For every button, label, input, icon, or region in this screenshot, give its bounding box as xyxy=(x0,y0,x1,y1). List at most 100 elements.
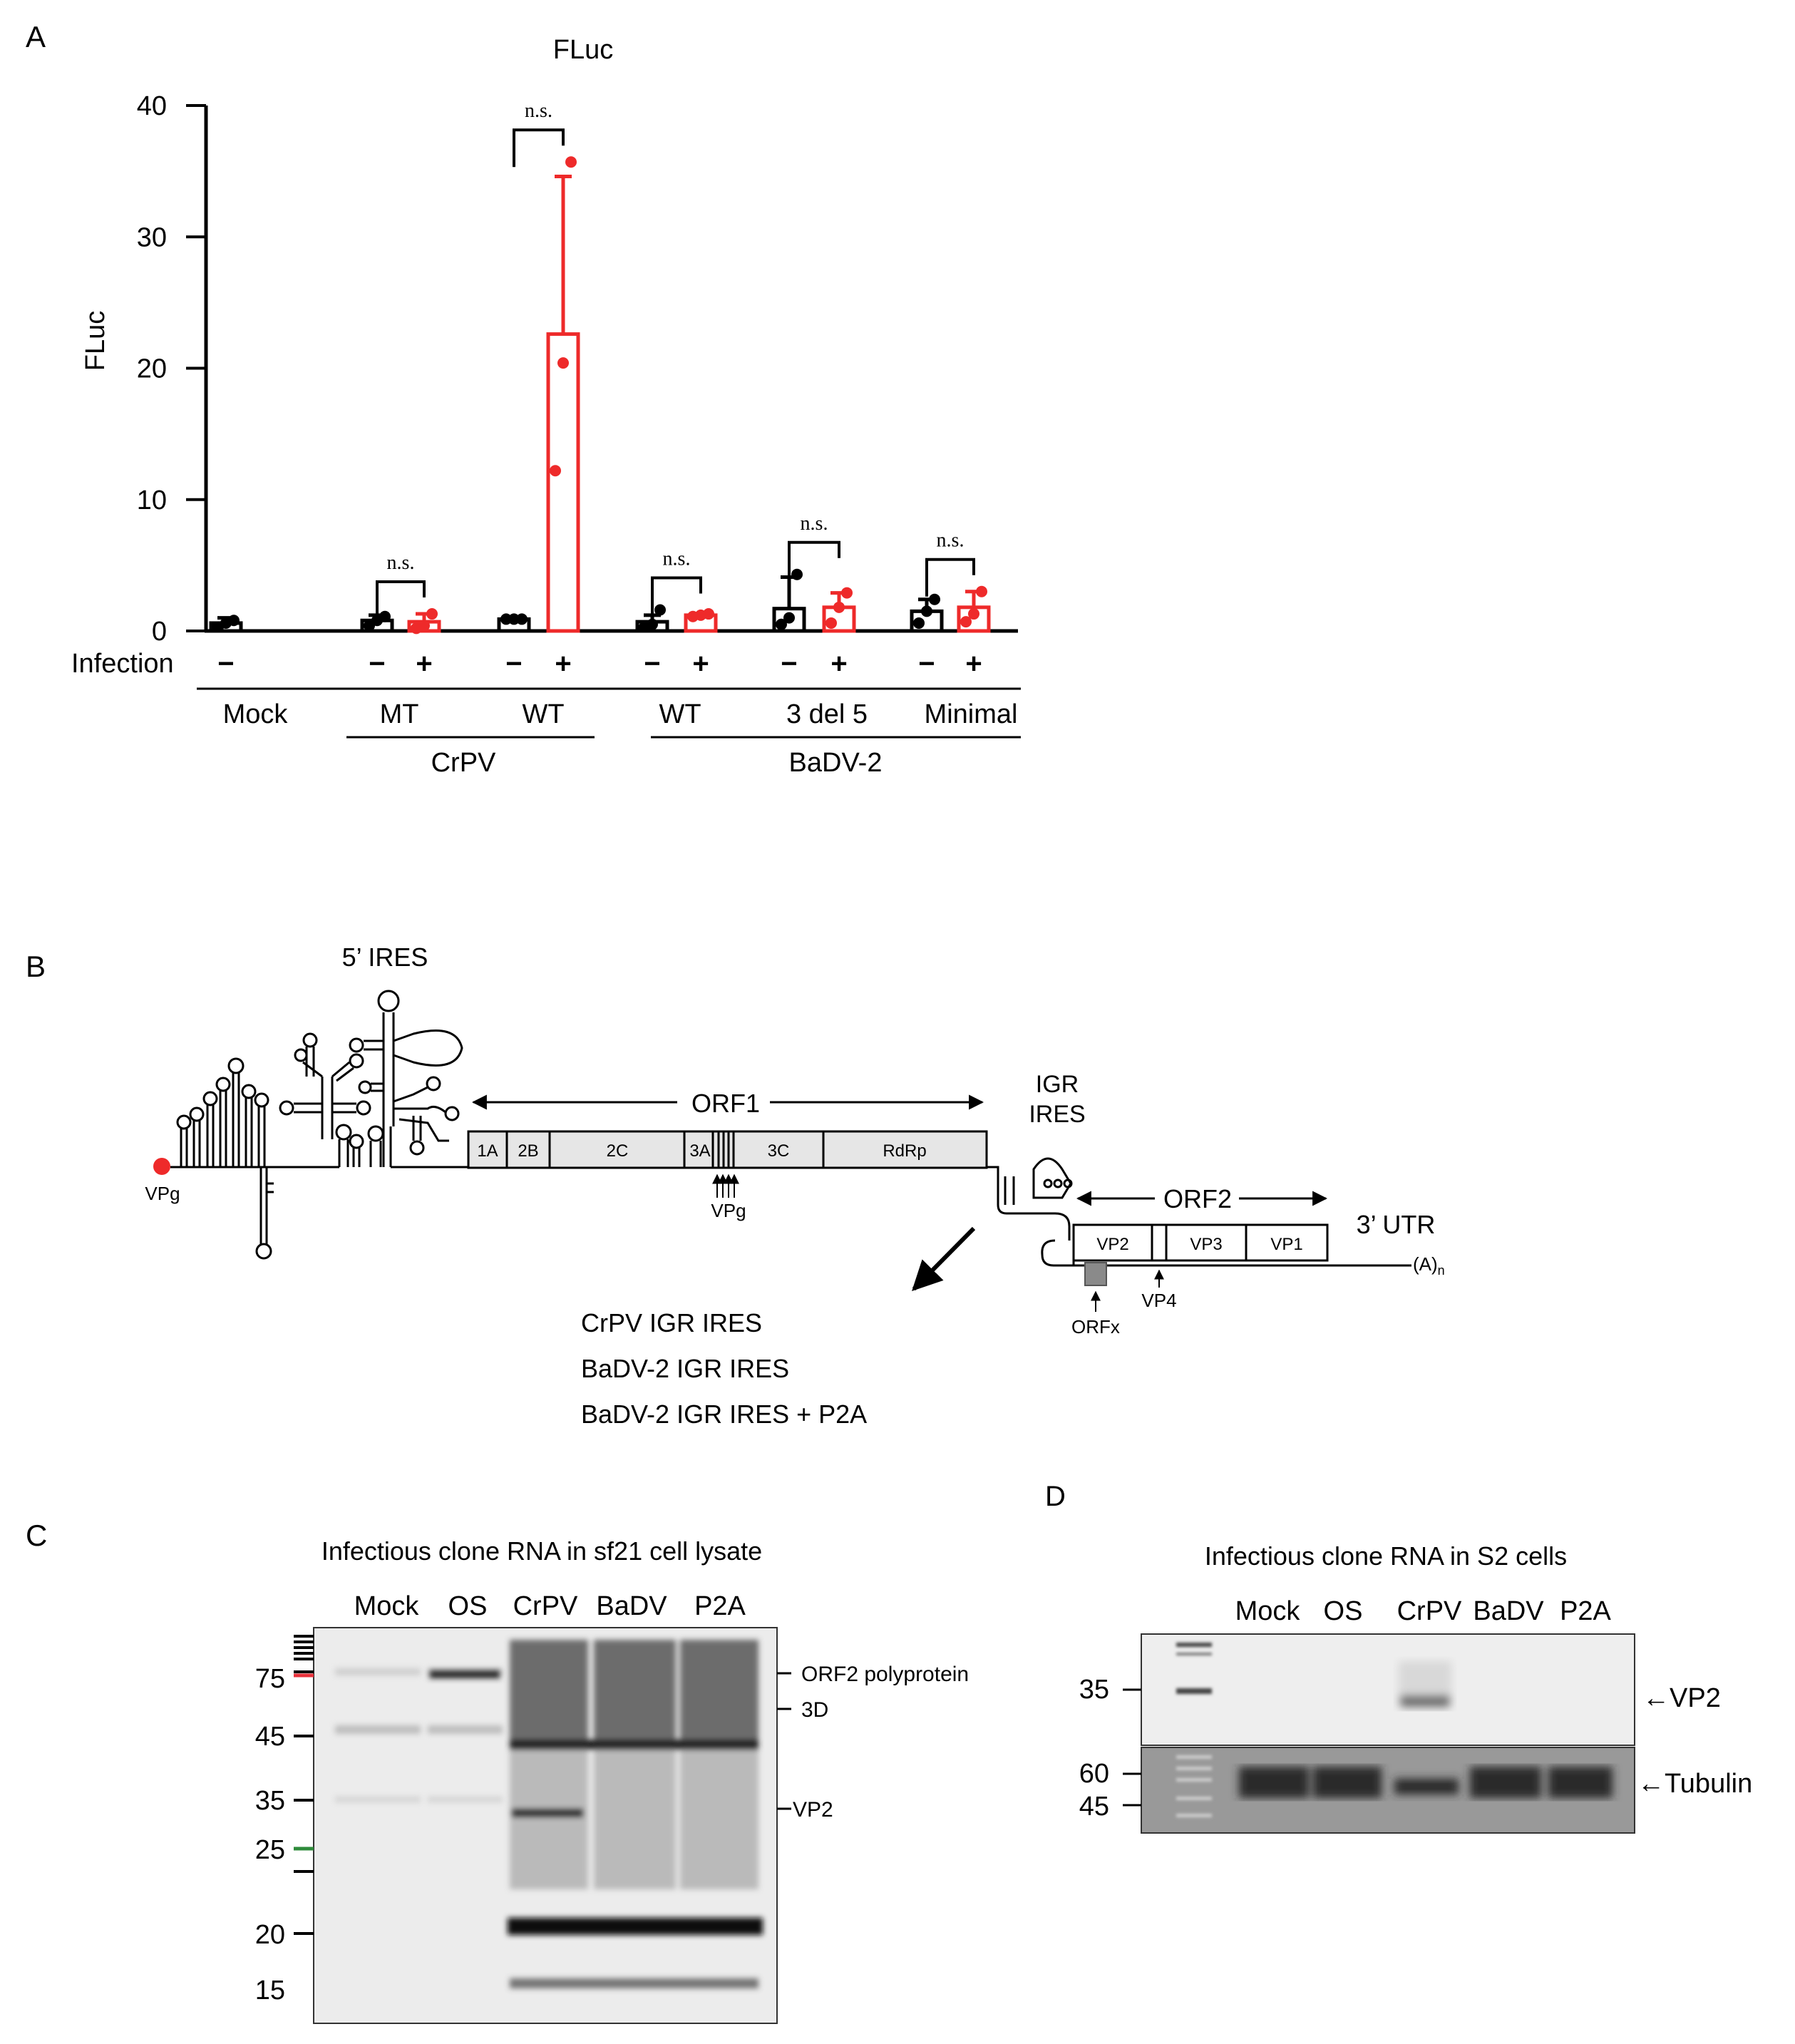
ires5-cross-domain xyxy=(181,1032,371,1169)
point-badv-minimal-minus-1 xyxy=(921,605,932,617)
vpg-arrows xyxy=(712,1173,739,1198)
construct-3: BaDV-2 IGR IRES + P2A xyxy=(581,1400,867,1429)
group-label-badv-wt: WT xyxy=(659,699,701,729)
infection-signs: − − + − + − + − + − + xyxy=(217,648,982,679)
point-crpv-wt-minus-0 xyxy=(500,613,512,625)
group-labels: Mock MT WT WT 3 del 5 Minimal CrPV BaDV-… xyxy=(197,687,1021,778)
construct-arrow xyxy=(912,1226,976,1291)
seg-3a: 3A xyxy=(689,1141,710,1161)
group-label-crpv-wt: WT xyxy=(522,699,564,729)
point-badv-wt-plus-2 xyxy=(703,608,714,620)
seg-2c: 2C xyxy=(607,1141,629,1161)
seg-vp2: VP2 xyxy=(1096,1235,1128,1254)
marker-c-45: 45 xyxy=(255,1722,285,1752)
blot-s2: Infectious clone RNA in S2 cells Mock OS… xyxy=(1079,1541,1752,1834)
marker-c-20: 20 xyxy=(255,1920,285,1950)
lane-c-crpv: CrPV xyxy=(513,1591,578,1621)
point-badv-3del5-minus-2 xyxy=(791,568,803,580)
gel-c-bands xyxy=(335,1640,763,1988)
panel-label-c: C xyxy=(26,1519,47,1552)
sig-label-4: n.s. xyxy=(937,530,965,552)
utr3-label: 3’ UTR xyxy=(1357,1210,1436,1239)
panel-label-b: B xyxy=(26,950,46,983)
gel-c-ladder-ticks xyxy=(294,1635,314,1935)
sign-mock-minus: − xyxy=(217,648,234,679)
polya-label: (A)n xyxy=(1413,1253,1445,1278)
marker-d-35: 35 xyxy=(1079,1675,1109,1705)
gel-sf21: Infectious clone RNA in sf21 cell lysate… xyxy=(255,1536,969,2024)
igr-label-line1: IGR xyxy=(1036,1071,1079,1098)
sign-badv-minimal-plus: + xyxy=(965,648,982,679)
sign-badv-3del5-minus: − xyxy=(781,648,797,679)
vp4-label: VP4 xyxy=(1141,1290,1176,1311)
group-label-badv-3del5: 3 del 5 xyxy=(786,699,868,729)
orfx-box xyxy=(1084,1262,1107,1286)
sign-crpv-mt-minus: − xyxy=(369,648,385,679)
seg-2b: 2B xyxy=(518,1141,538,1161)
sig-label-3: n.s. xyxy=(801,513,828,535)
point-crpv-wt-plus-1 xyxy=(557,357,569,369)
ires5-label: 5’ IRES xyxy=(342,943,428,972)
ires5-stemloops-left xyxy=(176,1057,274,1260)
marker-d-60: 60 xyxy=(1079,1759,1109,1789)
construct-1: CrPV IGR IRES xyxy=(581,1308,762,1337)
point-crpv-mt-plus-1 xyxy=(418,620,430,632)
point-badv-3del5-plus-2 xyxy=(841,587,853,599)
orf1-polyprotein: 1A 2B 2C 3A 3C RdRp xyxy=(467,1130,988,1169)
panel-label-d: D xyxy=(1045,1481,1066,1512)
bar-crpv-wt-plus xyxy=(546,332,580,633)
point-badv-minimal-minus-2 xyxy=(929,593,940,605)
lane-d-mock: Mock xyxy=(1235,1596,1301,1626)
group-label-mock: Mock xyxy=(223,699,289,729)
marker-c-15: 15 xyxy=(255,1976,285,2006)
lane-d-crpv: CrPV xyxy=(1397,1596,1462,1626)
marker-d-45: 45 xyxy=(1079,1792,1109,1822)
blot-d-title: Infectious clone RNA in S2 cells xyxy=(1205,1541,1567,1571)
sign-badv-minimal-minus: − xyxy=(918,648,935,679)
sign-badv-wt-plus: + xyxy=(692,648,709,679)
point-badv-minimal-plus-0 xyxy=(960,616,972,628)
sig-label-2: n.s. xyxy=(663,548,691,570)
seg-vp3: VP3 xyxy=(1190,1235,1222,1254)
gel-c-title: Infectious clone RNA in sf21 cell lysate xyxy=(322,1536,762,1566)
panel-label-a: A xyxy=(26,20,46,53)
orfx-label: ORFx xyxy=(1071,1316,1120,1337)
marker-c-35: 35 xyxy=(255,1786,285,1816)
vpg-5prime-dot xyxy=(153,1158,170,1175)
sign-crpv-wt-minus: − xyxy=(505,648,522,679)
lane-d-os: OS xyxy=(1324,1596,1363,1626)
genome-diagram: 5’ IRES VPg xyxy=(145,943,1444,1429)
orf2-box xyxy=(1072,1223,1329,1262)
marker-c-25: 25 xyxy=(255,1835,285,1865)
construct-2: BaDV-2 IGR IRES xyxy=(581,1354,789,1383)
point-badv-minimal-plus-2 xyxy=(976,585,987,597)
ires5-tall-domain xyxy=(349,990,468,1169)
point-crpv-mt-minus-2 xyxy=(379,610,391,622)
point-crpv-wt-plus-2 xyxy=(565,156,577,168)
seg-3c: 3C xyxy=(768,1141,790,1161)
supergroup-label-badv: BaDV-2 xyxy=(789,748,883,778)
y-tick-label-3: 30 xyxy=(137,222,167,252)
y-ticks: 0 10 20 30 40 xyxy=(137,91,206,647)
orf2-label: ORF2 xyxy=(1163,1184,1232,1213)
significance-brackets: n.s. n.s. n.s. n.s. n.s. xyxy=(376,100,975,620)
vpg-mid-label: VPg xyxy=(711,1200,746,1221)
point-badv-3del5-plus-0 xyxy=(826,617,837,629)
point-badv-minimal-minus-0 xyxy=(913,617,925,629)
lane-d-p2a: P2A xyxy=(1560,1596,1611,1626)
sign-crpv-wt-plus: + xyxy=(555,648,571,679)
point-crpv-wt-minus-1 xyxy=(508,613,520,625)
lane-c-os: OS xyxy=(448,1591,488,1621)
igr-ires-structure xyxy=(987,1157,1075,1267)
point-badv-3del5-minus-0 xyxy=(776,618,787,630)
sig-label-0: n.s. xyxy=(387,552,415,574)
sign-crpv-mt-plus: + xyxy=(416,648,432,679)
y-tick-label-4: 40 xyxy=(137,91,167,121)
point-badv-minimal-plus-1 xyxy=(968,608,979,620)
seg-rdrp: RdRp xyxy=(883,1141,926,1161)
sig-bracket-2 xyxy=(651,576,702,615)
point-badv-3del5-plus-1 xyxy=(833,601,845,613)
orf1-label: ORF1 xyxy=(691,1089,760,1118)
lane-c-p2a: P2A xyxy=(694,1591,746,1621)
